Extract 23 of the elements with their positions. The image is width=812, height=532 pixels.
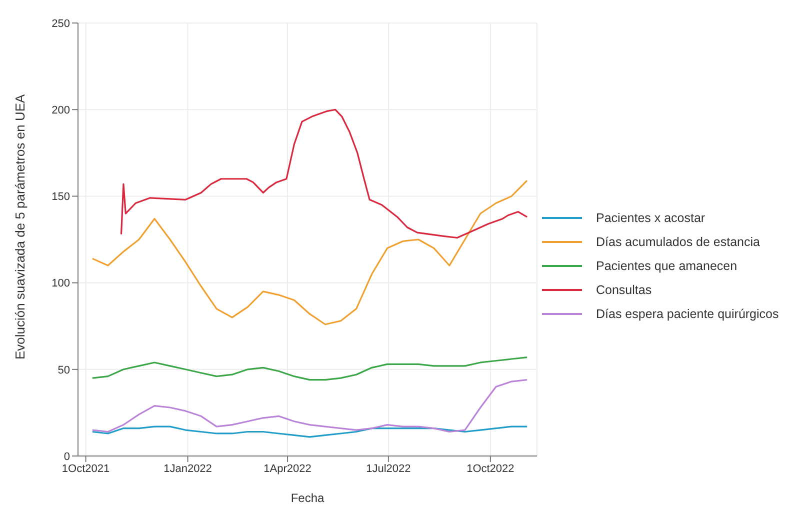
line-series	[92, 180, 528, 326]
legend-label: Días acumulados de estancia	[596, 234, 760, 251]
x-axis-title: Fecha	[290, 491, 324, 505]
x-tick-label: 1Jan2022	[164, 462, 212, 475]
y-axis-title: Evolución suavizada de 5 parámetros en UEA	[12, 94, 28, 360]
line-series	[92, 426, 528, 438]
legend-label: Pacientes que amanecen	[596, 258, 738, 275]
legend-label: Pacientes x acostar	[596, 210, 706, 227]
y-tick-label: 200	[52, 104, 70, 117]
legend-label: Consultas	[596, 282, 652, 299]
x-tick-label: 1Oct2022	[466, 462, 514, 475]
line-series	[92, 378, 528, 433]
y-tick-label: 50	[58, 364, 70, 376]
x-tick-label: 1Jul2022	[366, 462, 411, 475]
legend-label: Días espera paciente quirúrgicos	[596, 306, 779, 323]
y-tick-label: 100	[52, 278, 70, 290]
x-tick-label: 1Oct2021	[62, 462, 110, 475]
line-series	[92, 356, 528, 381]
line-series	[120, 108, 528, 239]
x-tick-label: 1Apr2022	[264, 462, 312, 475]
y-tick-label: 150	[52, 191, 70, 204]
y-tick-label: 250	[52, 18, 70, 30]
y-tick-label: 0	[64, 450, 70, 463]
